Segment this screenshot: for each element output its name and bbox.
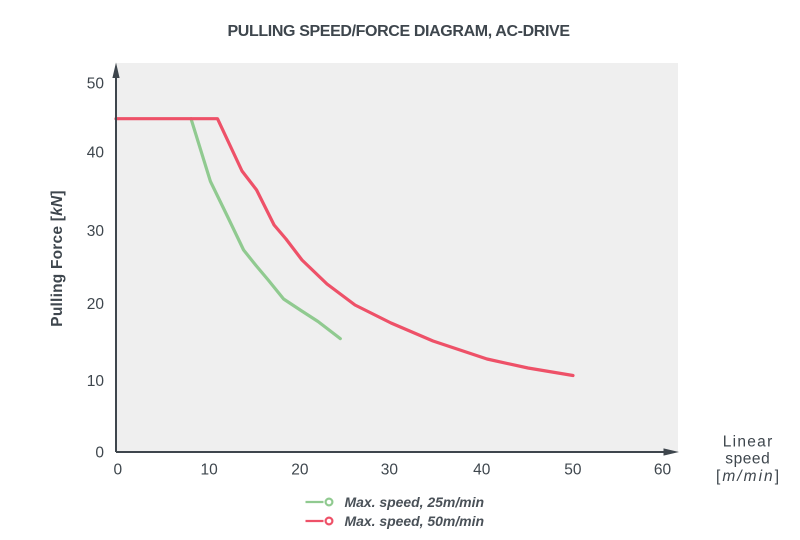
svg-text:20: 20 — [87, 296, 105, 313]
svg-text:40: 40 — [473, 462, 491, 479]
svg-text:PULLING SPEED/FORCE DIAGRAM, A: PULLING SPEED/FORCE DIAGRAM, AC-DRIVE — [228, 23, 571, 40]
svg-text:20: 20 — [291, 462, 309, 479]
svg-text:60: 60 — [654, 462, 672, 479]
svg-text:Pulling Force [kN]: Pulling Force [kN] — [49, 191, 66, 327]
svg-text:10: 10 — [87, 373, 105, 390]
svg-text:30: 30 — [381, 462, 399, 479]
svg-text:50: 50 — [564, 462, 582, 479]
svg-text:40: 40 — [87, 145, 105, 162]
svg-text:Linear: Linear — [723, 434, 773, 451]
svg-text:0: 0 — [113, 462, 122, 479]
svg-text:Max. speed, 25m/min: Max. speed, 25m/min — [345, 494, 485, 510]
svg-text:[m/min]: [m/min] — [716, 468, 779, 485]
svg-text:0: 0 — [95, 444, 104, 461]
svg-text:50: 50 — [87, 75, 105, 92]
svg-text:30: 30 — [87, 223, 105, 240]
svg-text:speed: speed — [725, 451, 769, 468]
svg-text:Max. speed, 50m/min: Max. speed, 50m/min — [345, 513, 485, 529]
svg-text:10: 10 — [200, 462, 218, 479]
